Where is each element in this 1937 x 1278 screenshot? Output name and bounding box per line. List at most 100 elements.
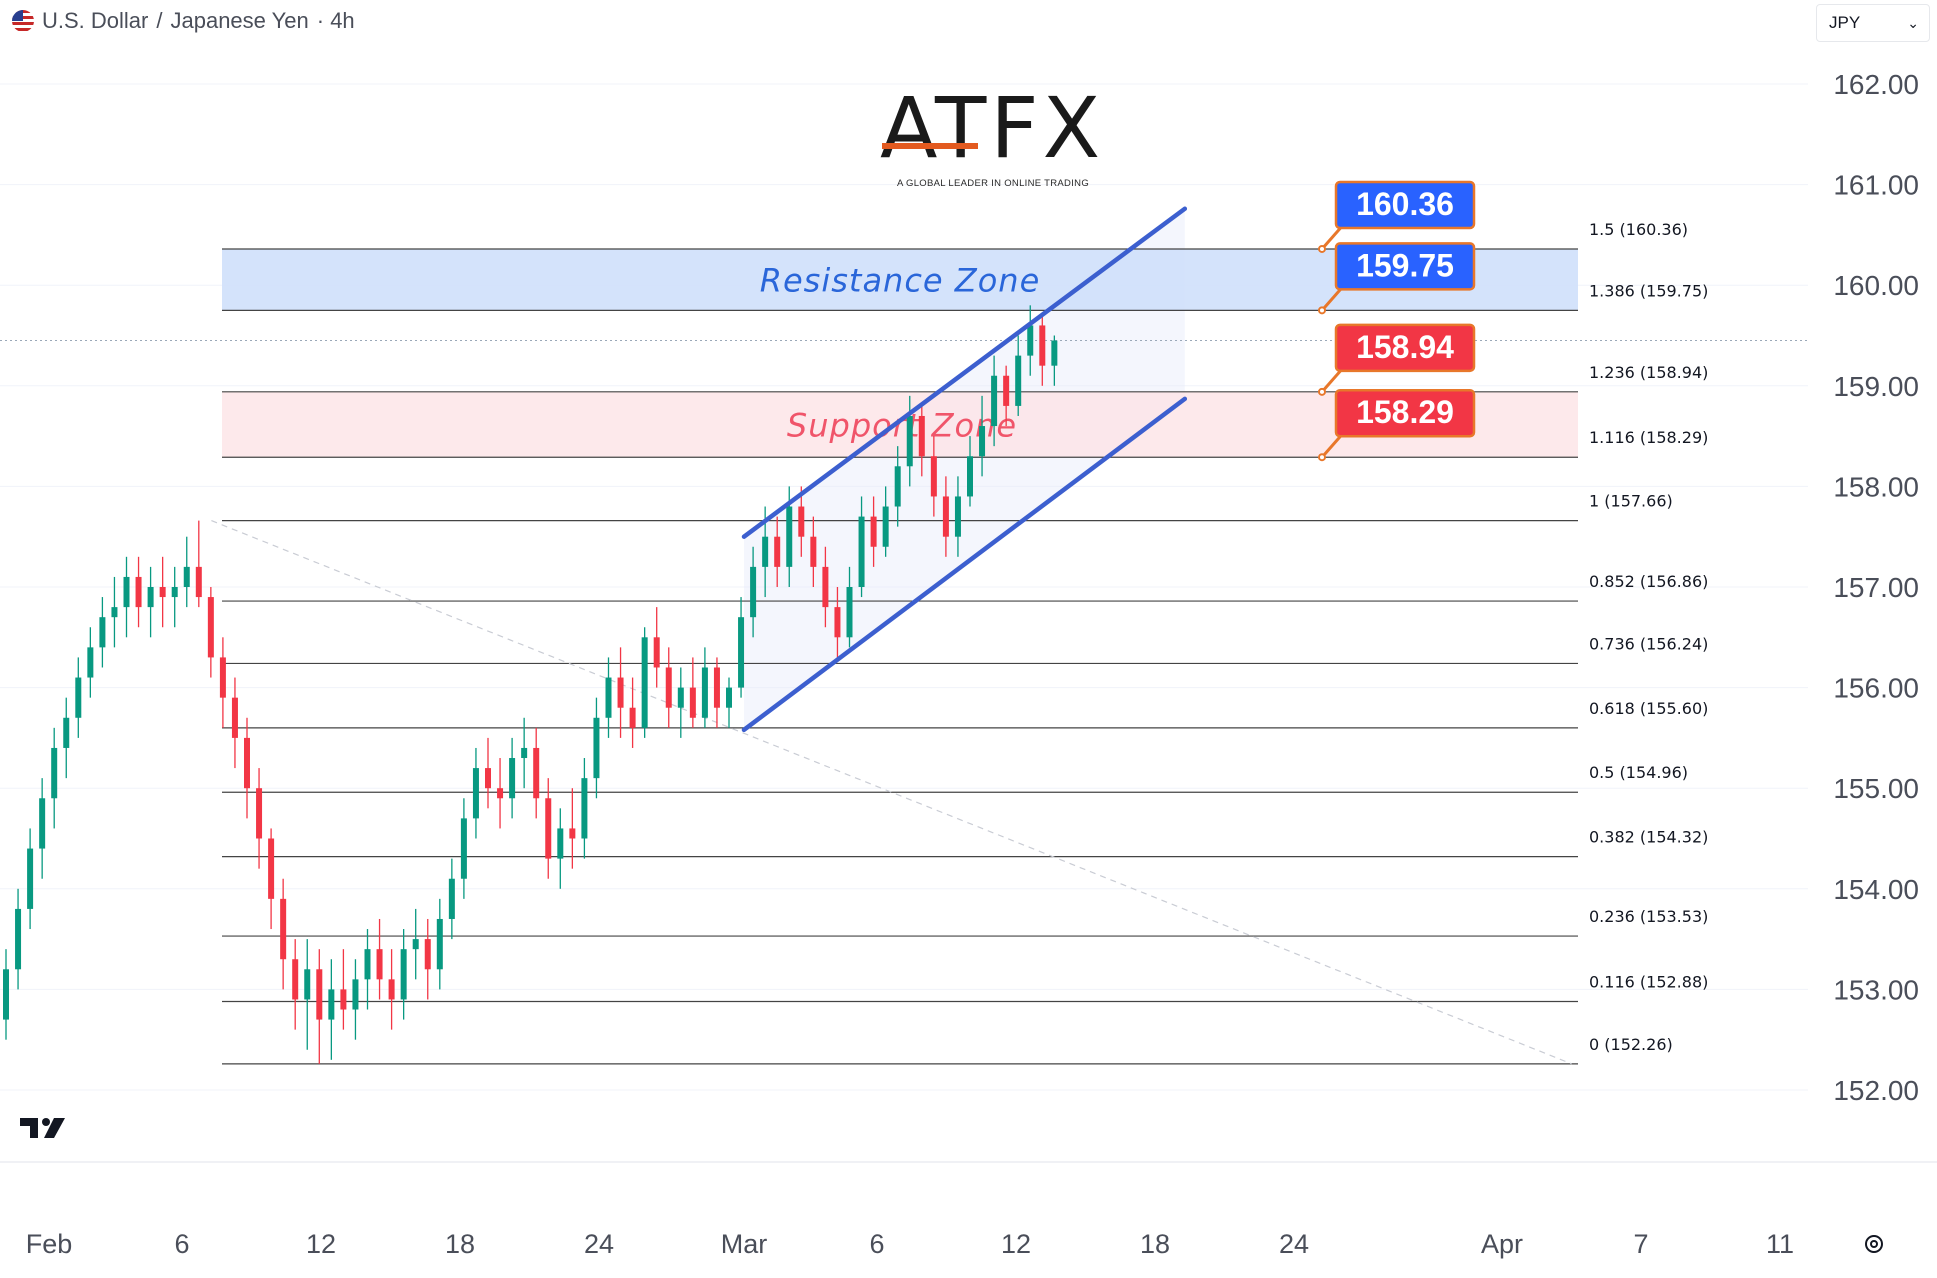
label-anchor-dot — [1318, 306, 1326, 315]
candle-body — [1003, 375, 1010, 406]
fib-label: 1.386 (159.75) — [1589, 281, 1708, 300]
chevron-down-icon: ⌄ — [1907, 14, 1919, 31]
candle-body — [99, 617, 106, 648]
candle-body — [617, 677, 624, 708]
y-tick-label: 159.00 — [1833, 371, 1919, 402]
candle-body — [846, 587, 853, 638]
fib-label: 0.116 (152.88) — [1589, 972, 1708, 991]
y-tick-label: 155.00 — [1833, 773, 1919, 804]
fib-label: 0.5 (154.96) — [1589, 763, 1688, 782]
candle-body — [942, 496, 949, 537]
candle-body — [822, 566, 829, 608]
candle-body — [147, 587, 154, 608]
candle-body — [967, 456, 973, 497]
label-anchor-dot — [1318, 453, 1326, 462]
candle-body — [135, 576, 142, 608]
candle-body — [171, 587, 178, 598]
candle-body — [930, 456, 937, 497]
label-anchor-dot — [1318, 244, 1326, 253]
candle-body — [557, 828, 564, 859]
candle-body — [629, 707, 636, 728]
candle-body — [521, 747, 528, 759]
candle-body — [292, 959, 299, 1000]
us-flag-icon — [12, 10, 34, 32]
candle-body — [641, 637, 648, 728]
support-price-label-box — [1334, 388, 1476, 438]
candle-body — [280, 898, 287, 960]
label-anchor-dot — [1318, 387, 1326, 396]
candle-body — [954, 496, 961, 537]
y-tick-label: 162.00 — [1833, 69, 1919, 100]
resistance-price-label-box — [1334, 242, 1476, 291]
candle-body — [388, 979, 395, 1000]
candle-body — [316, 969, 323, 1020]
support-price-label-box — [1334, 323, 1476, 373]
currency-select[interactable]: JPY ⌄ — [1816, 4, 1930, 42]
chart-header: U.S. Dollar / Japanese Yen · 4h — [12, 8, 355, 34]
x-tick-label: 11 — [1766, 1229, 1794, 1259]
fib-label: 0.382 (154.32) — [1589, 828, 1708, 847]
candle-body — [774, 536, 781, 567]
candle-body — [979, 426, 986, 457]
candle-body — [677, 687, 684, 708]
candle-body — [39, 798, 46, 849]
atfx-logo: ATFX — [880, 79, 1105, 177]
candle-body — [352, 979, 359, 1010]
x-tick-label: 24 — [584, 1229, 614, 1259]
candle-body — [424, 939, 431, 970]
candle-body — [665, 667, 672, 708]
candle-body — [750, 566, 757, 618]
settings-icon[interactable] — [1862, 1232, 1886, 1256]
candle-body — [436, 918, 443, 970]
interval-label[interactable]: · 4h — [316, 8, 355, 33]
fibonacci-levels: 1.5 (160.36) 1.386 (159.75) 1.236 (158.94)… — [0, 220, 1808, 1065]
tradingview-logo-icon[interactable] — [20, 1118, 66, 1140]
candle-body — [51, 747, 58, 799]
fib-label: 0.736 (156.24) — [1589, 634, 1708, 653]
candle-body — [15, 908, 22, 970]
candles — [3, 305, 1058, 1064]
candle-body — [762, 536, 769, 567]
candle-body — [882, 506, 889, 547]
candle-body — [460, 818, 467, 879]
support-price-label-text: 158.29 — [1356, 394, 1454, 430]
candle-body — [195, 566, 202, 598]
candle-body — [376, 949, 383, 980]
x-tick-label: 18 — [1140, 1229, 1170, 1259]
x-tick-label: Mar — [721, 1229, 768, 1259]
candle-body — [412, 939, 419, 950]
candle-body — [328, 989, 335, 1020]
candle-body — [894, 466, 901, 507]
candle-body — [111, 607, 118, 618]
fib-label: 0.852 (156.86) — [1589, 572, 1708, 591]
resistance-price-label-text: 160.36 — [1356, 186, 1454, 222]
resistance-price-label-text: 159.75 — [1356, 247, 1454, 283]
channel-fill — [744, 208, 1185, 730]
y-tick-label: 158.00 — [1833, 471, 1919, 502]
candle-body — [304, 969, 311, 1000]
candle-body — [63, 717, 70, 748]
candle-body — [726, 687, 732, 708]
axes: 162.00 161.00 160.00 159.00 158.00 157.00 156.… — [0, 69, 1937, 1259]
x-tick-label: 6 — [174, 1229, 189, 1259]
candle-body — [27, 848, 34, 909]
candle-body — [605, 677, 612, 718]
quote-name[interactable]: Japanese Yen — [170, 8, 309, 33]
candle-body — [123, 576, 130, 608]
x-tick-label: 7 — [1633, 1229, 1648, 1259]
symbol-separator: / — [156, 8, 163, 33]
candle-body — [364, 949, 371, 980]
symbol-name[interactable]: U.S. Dollar — [42, 8, 149, 33]
y-tick-label: 154.00 — [1833, 874, 1919, 905]
candle-body — [858, 516, 865, 587]
candle-body — [701, 667, 708, 718]
fib-label: 0.618 (155.60) — [1589, 699, 1708, 718]
resistance-price-label-box — [1334, 180, 1476, 230]
candle-body — [256, 788, 263, 839]
price-channel — [741, 206, 1188, 733]
candle-body — [834, 607, 841, 638]
candle-body — [918, 415, 925, 457]
fib-label: 1.5 (160.36) — [1589, 220, 1688, 239]
candle-body — [713, 667, 720, 708]
